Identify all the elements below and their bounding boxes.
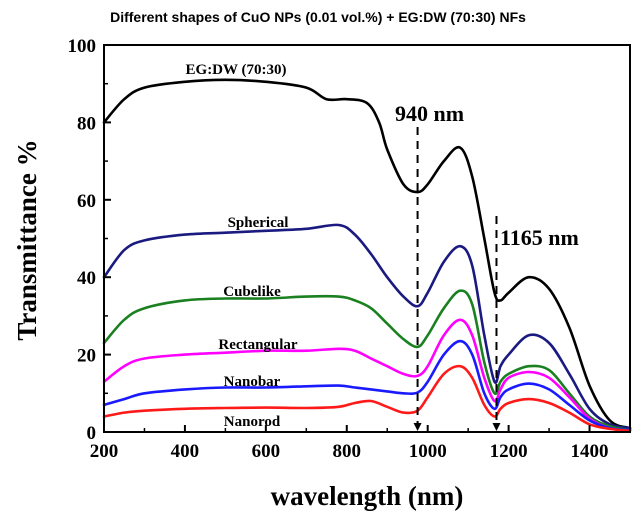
x-axis-label: wavelength (nm)	[271, 481, 464, 511]
x-tick-label-1200: 1200	[490, 441, 528, 462]
series-label-nanorod: Nanorod	[224, 414, 281, 430]
y-tick-label-0: 0	[87, 423, 97, 444]
y-tick-label-40: 40	[77, 268, 96, 289]
y-tick-label-20: 20	[77, 346, 96, 367]
x-tick-label-200: 200	[90, 441, 119, 462]
y-tick-label-80: 80	[77, 113, 96, 134]
series-label-cubelike: Cubelike	[223, 284, 281, 300]
annotation-1165-nm-label: 1165 nm	[500, 225, 579, 250]
series-label-spherical: Spherical	[228, 215, 289, 231]
series-line-eg-dw-70-30	[102, 78, 632, 430]
series-group	[102, 78, 632, 433]
x-tick-label-600: 600	[252, 441, 281, 462]
annotation-940-nm-label: 940 nm	[395, 101, 464, 126]
annotation-940-nm-arrow	[413, 423, 422, 431]
x-tick-label-1000: 1000	[409, 441, 447, 462]
series-label-rectangular: Rectangular	[218, 337, 297, 353]
series-labels: EG:DW (70:30) Spherical Cubelike Rectangula…	[186, 62, 298, 430]
x-tick-label-400: 400	[171, 441, 200, 462]
chart-title: Different shapes of CuO NPs (0.01 vol.%)…	[110, 9, 526, 25]
y-tick-label-60: 60	[77, 191, 96, 212]
series-line-rectangular	[102, 318, 632, 432]
annotation-1165-nm-arrow	[492, 423, 501, 431]
series-line-nanobar	[102, 339, 632, 432]
series-line-spherical	[102, 223, 632, 430]
ticks-group: 200 400 600 800 1000 1200 1400 0 20 40 60 80 100	[68, 36, 609, 462]
y-axis-label: Transmittance %	[12, 139, 42, 340]
series-line-cubelike	[102, 289, 632, 432]
series-label-nanobar: Nanobar	[224, 374, 281, 390]
annotation-group: 940 nm 1165 nm	[395, 101, 579, 431]
x-tick-label-1400: 1400	[571, 441, 609, 462]
series-line-nanorod	[102, 364, 632, 433]
series-label-eg-dw-70-30: EG:DW (70:30)	[186, 62, 287, 78]
x-tick-label-800: 800	[333, 441, 362, 462]
y-tick-label-100: 100	[68, 36, 97, 57]
